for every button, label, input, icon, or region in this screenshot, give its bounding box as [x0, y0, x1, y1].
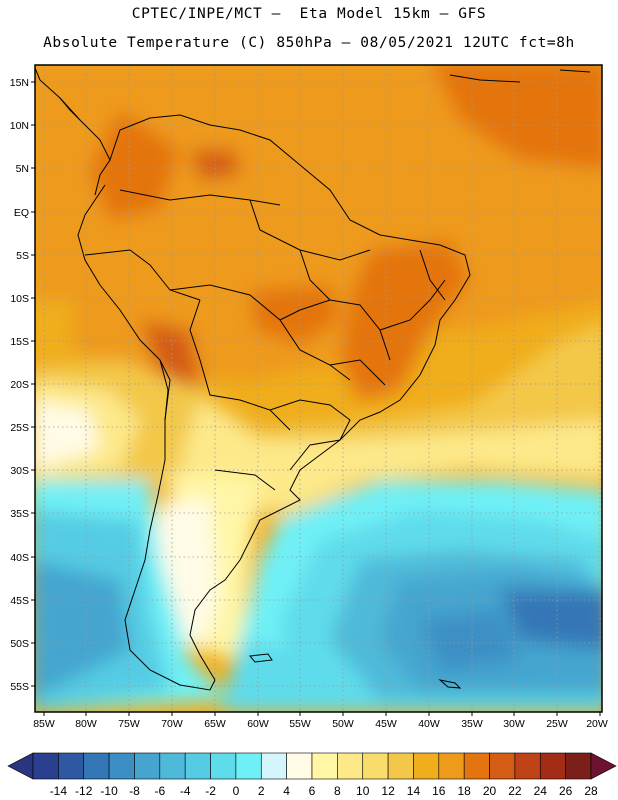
- colorbar-swatch: [387, 752, 414, 780]
- colorbar-swatch: [514, 752, 541, 780]
- lon-label: 50W: [332, 718, 354, 730]
- colorbar-label: 10: [356, 784, 370, 798]
- lon-label: 60W: [247, 718, 269, 730]
- colorbar-swatch: [235, 752, 262, 780]
- colorbar-swatch: [159, 752, 186, 780]
- colorbar-label: 4: [283, 784, 290, 798]
- colorbar-swatch: [311, 752, 338, 780]
- lon-label: 85W: [33, 718, 55, 730]
- chart-subtitle: Absolute Temperature (C) 850hPa – 08/05/…: [43, 35, 575, 51]
- lat-label: 25S: [10, 422, 29, 434]
- coastlines: [35, 67, 591, 691]
- lon-label: 75W: [118, 718, 140, 730]
- colorbar-label: 22: [508, 784, 522, 798]
- lat-label: 15N: [10, 77, 29, 89]
- colorbar-swatch: [413, 752, 440, 780]
- colorbar-label: 12: [381, 784, 395, 798]
- colorbar-swatch: [463, 752, 490, 780]
- lon-label: 30W: [503, 718, 525, 730]
- colorbar-swatch: [83, 752, 110, 780]
- lat-label: 5N: [16, 163, 29, 175]
- colorbar-label: 16: [432, 784, 446, 798]
- colorbar-label: 28: [584, 784, 598, 798]
- colorbar-swatch: [362, 752, 389, 780]
- colorbar-swatch: [565, 752, 592, 780]
- colorbar-label: 2: [258, 784, 265, 798]
- colorbar-swatch: [438, 752, 465, 780]
- lat-label: 10N: [10, 120, 29, 132]
- chart-title: CPTEC/INPE/MCT – Eta Model 15km – GFS: [131, 6, 487, 22]
- colorbar-label: 6: [309, 784, 316, 798]
- colorbar-label: 24: [534, 784, 548, 798]
- colorbar-swatch: [134, 752, 161, 780]
- colorbar-arrow-low: [7, 752, 34, 780]
- colorbar-swatch: [32, 752, 59, 780]
- graticule: [35, 65, 602, 712]
- colorbar-swatch: [337, 752, 364, 780]
- lat-label: 15S: [10, 336, 29, 348]
- lat-label: 20S: [10, 379, 29, 391]
- colorbar-label: -12: [75, 784, 93, 798]
- colorbar: -14 -12 -10 -8 -6 -4 -2 0 2 4 6 8 10 12 14 16 18 20 22 24 26…: [7, 752, 617, 798]
- lon-label: 40W: [418, 718, 440, 730]
- colorbar-label: 20: [483, 784, 497, 798]
- colorbar-swatch: [210, 752, 237, 780]
- colorbar-swatch: [184, 752, 211, 780]
- lat-label: 55S: [10, 681, 29, 693]
- colorbar-label: -6: [154, 784, 165, 798]
- map-frame: [34, 64, 603, 713]
- lat-label: EQ: [14, 207, 29, 219]
- lon-label: 45W: [375, 718, 397, 730]
- colorbar-label: 8: [334, 784, 341, 798]
- colorbar-label: -8: [129, 784, 140, 798]
- lat-label: 5S: [16, 250, 29, 262]
- colorbar-label: 0: [233, 784, 240, 798]
- colorbar-swatch: [108, 752, 135, 780]
- lon-label: 65W: [204, 718, 226, 730]
- colorbar-label: -4: [180, 784, 191, 798]
- lat-label: 50S: [10, 638, 29, 650]
- axis-ticks: [31, 81, 601, 716]
- colorbar-label: -10: [100, 784, 118, 798]
- lon-label: 35W: [461, 718, 483, 730]
- lon-label: 20W: [586, 718, 608, 730]
- lat-label: 35S: [10, 508, 29, 520]
- lon-label: 70W: [161, 718, 183, 730]
- lon-label: 80W: [75, 718, 97, 730]
- lat-label: 30S: [10, 465, 29, 477]
- lon-label: 55W: [289, 718, 311, 730]
- colorbar-swatch: [58, 752, 85, 780]
- temperature-field: [35, 65, 602, 712]
- colorbar-swatch: [260, 752, 287, 780]
- colorbar-label: 18: [458, 784, 472, 798]
- lat-label: 10S: [10, 293, 29, 305]
- colorbar-swatch: [489, 752, 516, 780]
- lat-label: 45S: [10, 595, 29, 607]
- lon-label: 25W: [546, 718, 568, 730]
- colorbar-label: 26: [559, 784, 573, 798]
- colorbar-label: -2: [205, 784, 216, 798]
- lat-label: 40S: [10, 552, 29, 564]
- colorbar-label: 14: [407, 784, 421, 798]
- colorbar-swatch: [286, 752, 313, 780]
- colorbar-swatch: [539, 752, 566, 780]
- colorbar-arrow-high: [590, 752, 617, 780]
- colorbar-label: -14: [50, 784, 68, 798]
